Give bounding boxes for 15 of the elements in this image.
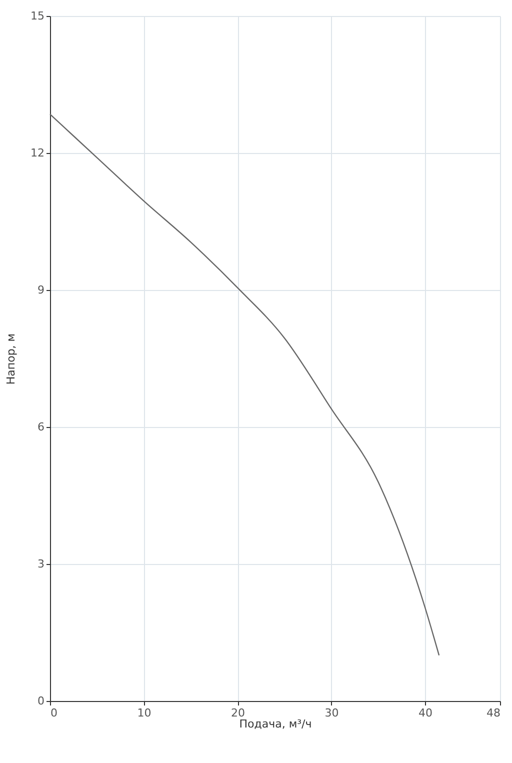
y-tick-label: 15	[30, 10, 44, 22]
x-tick-label: 48	[486, 706, 500, 720]
line-series	[49, 114, 440, 656]
y-tick-label: 12	[30, 146, 44, 160]
x-axis-title: Подача, м³/ч	[239, 718, 312, 730]
x-tick-label: 20	[231, 706, 245, 720]
y-tick-label: 9	[38, 284, 44, 296]
x-tick-label: 40	[418, 706, 432, 720]
y-axis-title: Напор, м	[4, 333, 18, 385]
y-tick-label: 0	[38, 694, 44, 708]
x-tick-label: 30	[324, 706, 339, 720]
y-tick-label: 3	[38, 558, 44, 570]
y-tick-label: 6	[38, 420, 44, 434]
x-tick-label: 10	[137, 706, 152, 720]
x-tick-label: 0	[50, 706, 58, 720]
